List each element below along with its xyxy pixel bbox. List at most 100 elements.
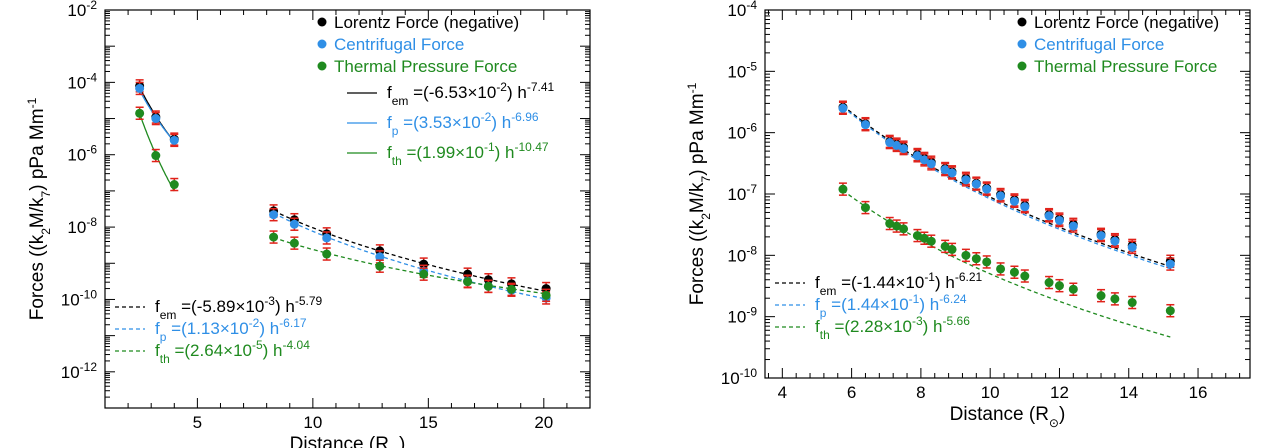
legend-label: Centrifugal Force (334, 35, 464, 54)
data-point-blue (151, 114, 161, 124)
right-chart-panel: 4 6 8 10 12 14 16 10-10 10-9 10-8 10-7 10-6 10-5 10-4… (685, 0, 1251, 430)
x-tick-label: 14 (1119, 383, 1138, 402)
legend-marker (1017, 17, 1027, 27)
data-point-green (961, 250, 971, 260)
data-point-blue (169, 135, 179, 145)
data-point-green (289, 238, 299, 248)
x-tick-label: 20 (534, 413, 553, 432)
legend-label: Lorentz Force (negative) (1034, 13, 1219, 32)
data-point-green (419, 269, 429, 279)
x-axis-label: Distance (R⊙) (290, 434, 406, 448)
data-point-blue (1165, 259, 1175, 269)
data-point-blue (860, 120, 870, 130)
fit-equation-label: fp =(3.53×10-2) h-6.96 (387, 110, 539, 138)
y-tick-label: 10-10 (61, 287, 98, 309)
data-point-green (926, 236, 936, 246)
legend-label: Centrifugal Force (1034, 35, 1164, 54)
data-point-green (1009, 267, 1019, 277)
data-point-blue (1020, 202, 1030, 212)
data-point-green (971, 254, 981, 264)
y-tick-label: 10-2 (67, 0, 97, 20)
data-point-blue (838, 103, 848, 113)
y-tick-label: 10-6 (727, 121, 757, 143)
legend-label: Lorentz Force (negative) (334, 13, 519, 32)
data-point-blue (1009, 196, 1019, 206)
y-axis-label: Forces ((k2M/k7) pPa Mm-1 (685, 82, 713, 305)
data-point-blue (885, 138, 895, 148)
data-point-green (1110, 294, 1120, 304)
data-point-green (541, 290, 551, 300)
fit-equation-label: fth =(1.99×10-1) h-10.47 (387, 140, 549, 168)
y-tick-label: 10-5 (727, 59, 757, 81)
fit-curve-green (842, 189, 1171, 338)
fit-equation-label: fem =(-5.89×10-3) h-5.79 (155, 294, 323, 322)
x-tick-label: 16 (1189, 383, 1208, 402)
data-point-blue (1054, 215, 1064, 225)
data-point-green (892, 221, 902, 231)
y-axis-label: Forces ((k2M/k7) pPa Mm-1 (25, 97, 53, 320)
data-point-blue (322, 233, 332, 243)
data-point-blue (940, 165, 950, 175)
fit-equation-label: fem =(-1.44×10-1) h-6.21 (815, 270, 983, 298)
data-point-green (996, 264, 1006, 274)
legend-marker (1017, 39, 1027, 49)
data-point-blue (899, 144, 909, 154)
y-tick-label: 10-4 (67, 70, 97, 92)
data-point-green (940, 241, 950, 251)
legend-marker (317, 17, 327, 27)
data-point-blue (269, 210, 279, 220)
plot-frame (104, 9, 591, 409)
data-point-green (885, 219, 895, 229)
data-point-green (860, 203, 870, 213)
data-point-blue (289, 219, 299, 229)
x-tick-label: 15 (419, 413, 438, 432)
data-point-green (135, 108, 145, 118)
data-point-blue (1096, 231, 1106, 241)
data-point-blue (892, 140, 902, 150)
data-point-blue (1127, 242, 1137, 252)
x-tick-label: 10 (303, 413, 322, 432)
data-point-green (463, 277, 473, 287)
data-point-green (506, 284, 516, 294)
fit-curve-blue (842, 106, 1171, 270)
data-point-blue (912, 151, 922, 161)
data-point-green (947, 244, 957, 254)
x-axis-label: Distance (R⊙) (950, 404, 1066, 430)
data-point-blue (947, 168, 957, 178)
data-point-black (419, 259, 429, 269)
fit-equation-label: fem =(-6.53×10-2) h-7.41 (387, 80, 555, 108)
data-point-blue (996, 191, 1006, 201)
y-tick-label: 10-10 (721, 366, 758, 388)
fit-curve-black (273, 210, 547, 292)
data-point-green (269, 232, 279, 242)
fit-equation-label: fp =(1.44×10-1) h-6.24 (815, 292, 967, 320)
legend-marker (1017, 61, 1027, 71)
data-point-green (151, 151, 161, 161)
y-tick-label: 10-8 (67, 215, 97, 237)
y-tick-label: 10-4 (727, 0, 757, 20)
y-tick-label: 10-7 (727, 182, 757, 204)
legend-marker (317, 39, 327, 49)
y-tick-label: 10-8 (727, 243, 757, 265)
fit-curve-black (842, 105, 1171, 268)
legend-label: Thermal Pressure Force (334, 57, 517, 76)
data-point-green (982, 257, 992, 267)
y-tick-label: 10-9 (727, 305, 757, 327)
data-point-blue (375, 252, 385, 262)
y-tick-label: 10-12 (61, 360, 98, 382)
data-point-green (1127, 298, 1137, 308)
data-point-green (322, 249, 332, 259)
fit-equation-label: fth =(2.28×10-3) h-5.66 (815, 314, 970, 342)
x-tick-label: 4 (778, 383, 787, 402)
data-point-green (169, 180, 179, 190)
data-point-green (1165, 306, 1175, 316)
x-tick-label: 8 (916, 383, 925, 402)
data-point-green (1044, 278, 1054, 288)
data-point-green (1068, 284, 1078, 294)
data-point-green (1020, 271, 1030, 281)
data-point-green (483, 281, 493, 291)
data-point-green (1054, 281, 1064, 291)
data-point-blue (1044, 211, 1054, 221)
fit-equation-label: fth =(2.64×10-5) h-4.04 (155, 338, 310, 366)
